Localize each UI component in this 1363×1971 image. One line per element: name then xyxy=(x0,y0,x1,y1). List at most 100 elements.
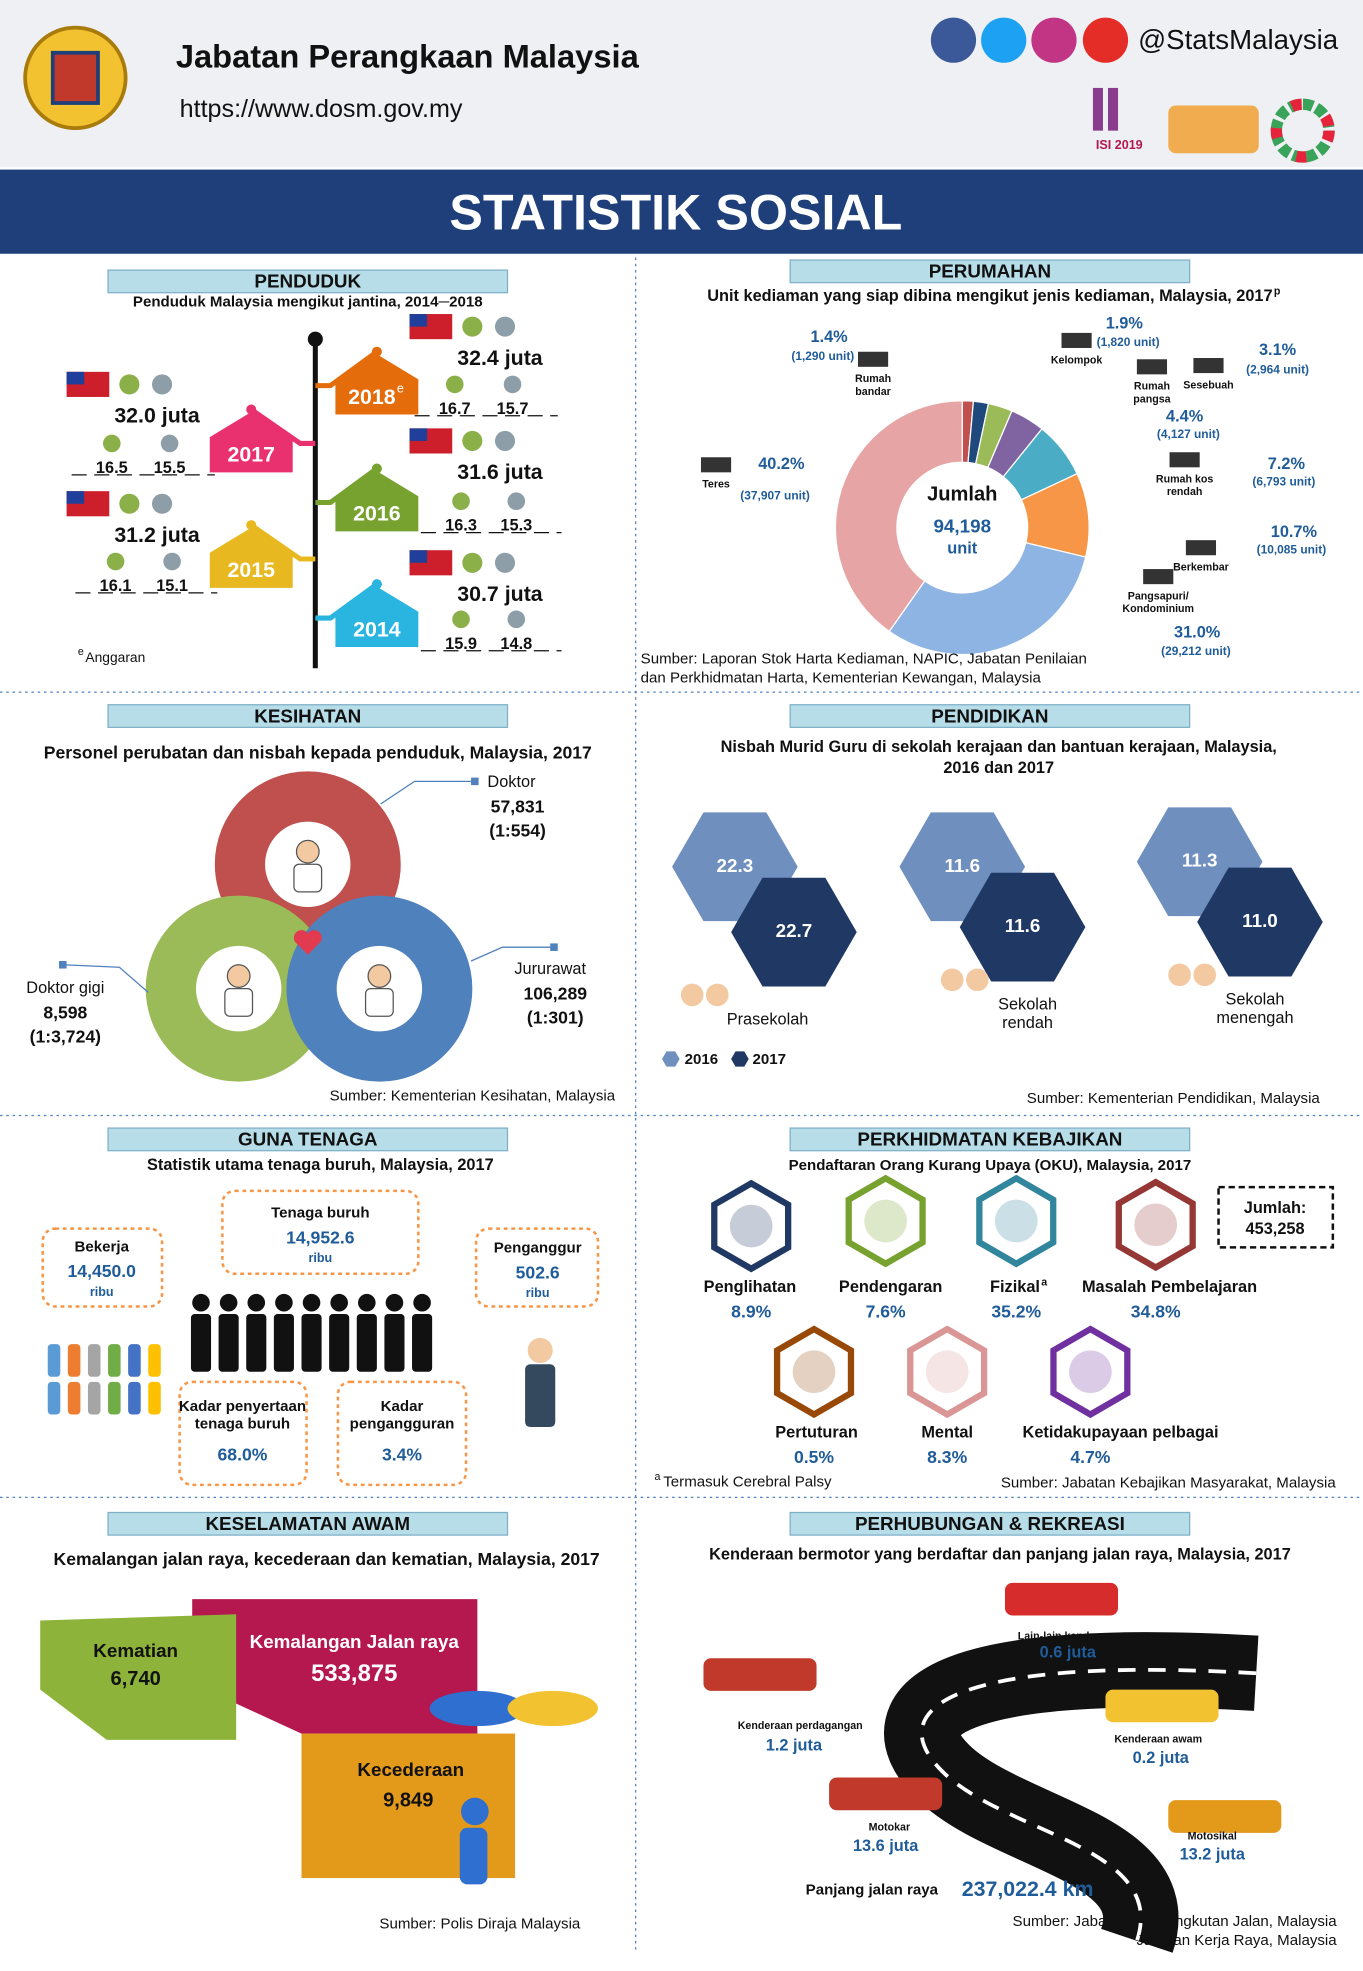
oku-hexagon xyxy=(845,1174,926,1268)
person-icon xyxy=(152,374,173,395)
stat-box xyxy=(474,1227,600,1308)
value-label: 31.0% xyxy=(1174,623,1221,641)
worker-body xyxy=(412,1314,433,1372)
total-label: Jumlah: xyxy=(1244,1199,1307,1217)
leader-line xyxy=(62,964,149,993)
item-name: Kematian xyxy=(93,1640,178,1661)
unit-label: (1,820 unit) xyxy=(1097,335,1160,349)
vehicle-icon xyxy=(703,1658,817,1691)
connector xyxy=(315,582,379,621)
worker-head xyxy=(302,1293,321,1312)
crowd-person xyxy=(148,1381,161,1415)
population-total: 32.0 juta xyxy=(114,404,200,428)
male-icon xyxy=(103,434,121,453)
personnel-ratio: (1:301) xyxy=(527,1007,584,1027)
box-label: Kadar penyertaan xyxy=(179,1398,306,1415)
worker-head xyxy=(413,1293,431,1312)
crowd-person xyxy=(67,1344,81,1377)
category-value: 0.5% xyxy=(794,1447,834,1467)
ratio-2017: 11.6 xyxy=(1005,915,1041,936)
logo-isi xyxy=(1107,87,1119,131)
vehicle-name: Kenderaan perdagangan xyxy=(738,1720,863,1732)
subtitle: Kenderaan bermotor yang berdaftar dan pa… xyxy=(709,1546,1291,1564)
crowd-person xyxy=(87,1381,101,1415)
crowd-person xyxy=(67,1381,81,1415)
worker-body xyxy=(246,1314,267,1372)
superscript: p xyxy=(1274,285,1281,297)
person-icon xyxy=(119,493,140,514)
level-name: rendah xyxy=(1002,1014,1053,1032)
hexagon-2017 xyxy=(959,872,1086,982)
category-name: Masalah Pembelajaran xyxy=(1082,1278,1257,1296)
stat-box xyxy=(221,1189,420,1276)
male-count: 16.1 xyxy=(100,577,132,595)
hexagon-2017 xyxy=(1197,867,1323,977)
stat-box xyxy=(336,1380,468,1487)
worker-body xyxy=(329,1314,350,1372)
category-label: rendah xyxy=(1167,486,1203,498)
female-count: 15.1 xyxy=(156,577,188,595)
panel xyxy=(40,1614,237,1740)
oku-icon xyxy=(925,1350,969,1394)
house-dot xyxy=(246,520,257,531)
female-icon xyxy=(507,492,526,511)
item-value: 533,875 xyxy=(311,1660,397,1687)
year-house xyxy=(209,527,293,588)
house-icon xyxy=(1169,452,1200,468)
person-icon xyxy=(462,552,483,573)
value-label: 3.1% xyxy=(1259,341,1297,359)
subtitle: Unit kediaman yang siap dibina mengikut … xyxy=(707,287,1272,305)
category-name: Ketidakupayaan pelbagai xyxy=(1023,1424,1219,1442)
source: Sumber: Jabatan Kebajikan Masyarakat, Ma… xyxy=(1001,1475,1337,1492)
jobseeker-head xyxy=(527,1337,553,1363)
donut-total: 94,198 xyxy=(933,516,991,537)
oku-icon xyxy=(994,1199,1038,1243)
worker-body xyxy=(190,1314,212,1372)
category-label: Teres xyxy=(702,479,730,491)
category-label: Kelompok xyxy=(1051,354,1103,366)
unit-label: (2,964 unit) xyxy=(1246,363,1309,377)
superscript: a xyxy=(1041,1276,1047,1288)
crowd-person xyxy=(108,1381,121,1415)
level-name: Sekolah xyxy=(1225,990,1284,1008)
leader-line xyxy=(380,780,475,805)
box-label: pengangguran xyxy=(350,1416,455,1433)
icon-body xyxy=(293,863,323,893)
female-count: 15.5 xyxy=(154,459,186,477)
subtitle: Pendaftaran Orang Kurang Upaya (OKU), Ma… xyxy=(789,1157,1192,1174)
population-total: 31.6 juta xyxy=(457,460,543,484)
unit-label: (6,793 unit) xyxy=(1252,475,1315,489)
source: Sumber: Laporan Stok Harta Kediaman, NAP… xyxy=(641,650,1087,667)
subtitle: Personel perubatan dan nisbah kepada pen… xyxy=(44,742,592,762)
population-total: 32.4 juta xyxy=(457,346,543,370)
house-icon xyxy=(1185,540,1217,556)
crowd-person xyxy=(47,1381,61,1415)
year-label: 2016 xyxy=(353,502,401,526)
oku-hexagon xyxy=(773,1325,855,1419)
item-value: 6,740 xyxy=(111,1668,161,1690)
leader-line xyxy=(470,946,554,962)
road-label: Panjang jalan raya xyxy=(806,1882,939,1899)
category-label: Rumah xyxy=(855,373,891,385)
box-label: tenaga buruh xyxy=(195,1416,290,1433)
worker-body xyxy=(301,1314,322,1372)
category-name: Penglihatan xyxy=(704,1278,797,1296)
icon-body xyxy=(224,988,254,1017)
crest-shield xyxy=(50,50,100,105)
source: Sumber: Jabatan Pengangkutan Jalan, Mala… xyxy=(1013,1913,1338,1930)
category-value: 8.3% xyxy=(927,1447,967,1467)
ratio-2016: 11.3 xyxy=(1182,850,1218,871)
worker-head xyxy=(219,1293,238,1312)
flag xyxy=(409,314,428,327)
unit-label: (29,212 unit) xyxy=(1161,644,1231,658)
category-label: Pangsapuri/ xyxy=(1128,591,1189,603)
box-unit: ribu xyxy=(308,1251,332,1265)
population-total: 30.7 juta xyxy=(457,582,543,606)
personnel-ratio: (1:554) xyxy=(489,820,546,840)
category-name: Pendengaran xyxy=(839,1278,942,1296)
vehicle-icon xyxy=(1004,1582,1119,1616)
hexagon-2017 xyxy=(731,877,857,987)
year-label: 2014 xyxy=(353,617,401,641)
female-icon xyxy=(160,434,179,453)
